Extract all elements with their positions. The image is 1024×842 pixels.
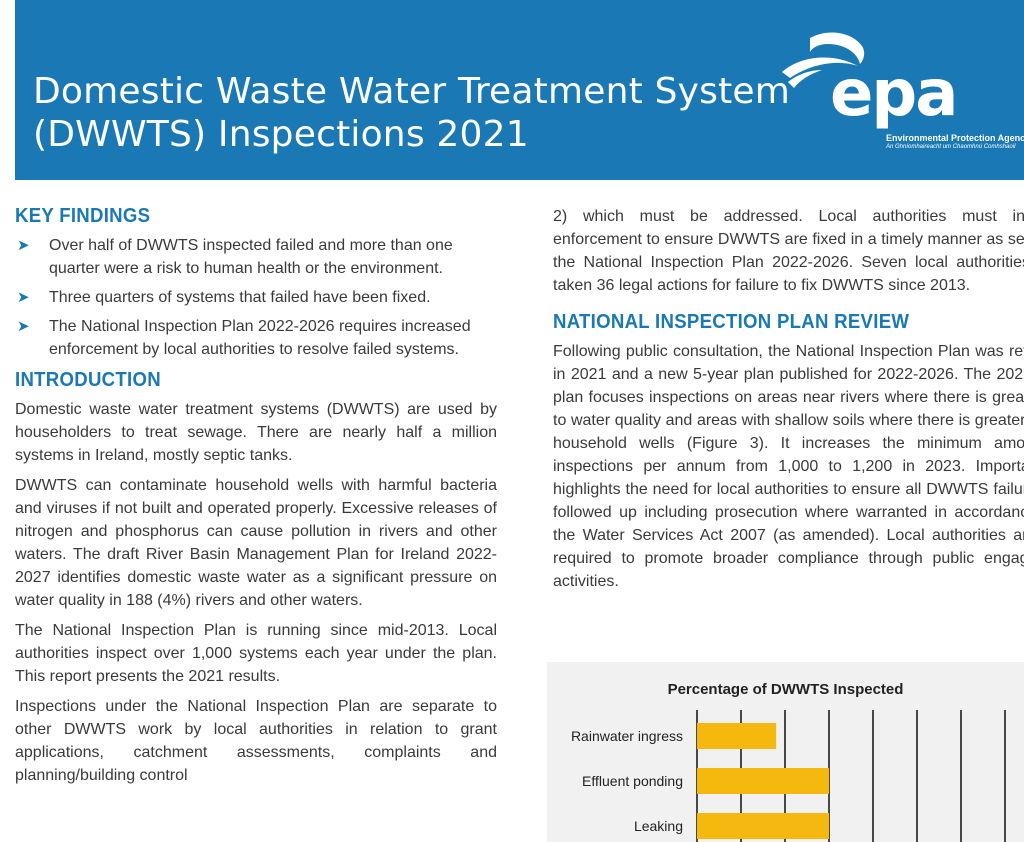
right-column: 2) which must be addressed. Local author… <box>553 205 1024 600</box>
header-banner: Domestic Waste Water Treatment System (D… <box>15 0 1024 180</box>
list-item: ➤ The National Inspection Plan 2022-2026… <box>15 315 497 361</box>
key-findings-heading: KEY FINDINGS <box>15 205 151 227</box>
intro-paragraph: Domestic waste water treatment systems (… <box>15 401 497 464</box>
list-item: ➤ Over half of DWWTS inspected failed an… <box>15 234 497 280</box>
finding-text: Over half of DWWTS inspected failed and … <box>49 237 453 277</box>
document-title-line-1: Domestic Waste Water Treatment System <box>33 71 791 112</box>
agency-name: Environmental Protection Agency <box>886 133 1024 143</box>
category-label: Effluent ponding <box>582 773 683 789</box>
logo-wordmark: epa <box>830 57 958 131</box>
swoosh-icon <box>782 32 865 88</box>
left-column: KEY FINDINGS ➤ Over half of DWWTS inspec… <box>15 205 497 794</box>
continuation-paragraph: 2) which must be addressed. Local author… <box>553 208 1024 294</box>
list-item: ➤ Three quarters of systems that failed … <box>15 286 497 309</box>
review-heading: NATIONAL INSPECTION PLAN REVIEW <box>553 311 910 333</box>
bar-chart: Percentage of DWWTS Inspected Rainwater … <box>547 662 1024 842</box>
intro-paragraph: The National Inspection Plan is running … <box>15 622 497 685</box>
finding-text: The National Inspection Plan 2022-2026 r… <box>49 318 471 358</box>
document-title: Domestic Waste Water Treatment System (D… <box>33 70 790 156</box>
epa-logo: epa Environmental Protection Agency An G… <box>770 30 1024 160</box>
arrow-bullet-icon: ➤ <box>17 289 30 306</box>
agency-name-irish: An Ghníomhaireacht um Chaomhnú Comhshaoi… <box>886 144 1016 150</box>
bar <box>697 813 829 839</box>
arrow-bullet-icon: ➤ <box>17 318 30 335</box>
key-findings-list: ➤ Over half of DWWTS inspected failed an… <box>15 234 497 361</box>
bar <box>697 768 829 794</box>
chart-title: Percentage of DWWTS Inspected <box>667 681 904 698</box>
chart-plot: Rainwater ingress Effluent ponding Leaking <box>571 710 1006 842</box>
category-label: Leaking <box>634 818 683 834</box>
category-label: Rainwater ingress <box>571 728 683 744</box>
finding-text: Three quarters of systems that failed ha… <box>49 289 431 306</box>
bar <box>697 723 777 749</box>
document-title-line-2: (DWWTS) Inspections 2021 <box>33 114 529 155</box>
arrow-bullet-icon: ➤ <box>17 237 30 254</box>
intro-paragraph: DWWTS can contaminate household wells wi… <box>15 477 497 609</box>
introduction-heading: INTRODUCTION <box>15 369 161 391</box>
review-paragraph: Following public consultation, the Natio… <box>553 343 1024 590</box>
intro-paragraph: Inspections under the National Inspectio… <box>15 698 497 784</box>
